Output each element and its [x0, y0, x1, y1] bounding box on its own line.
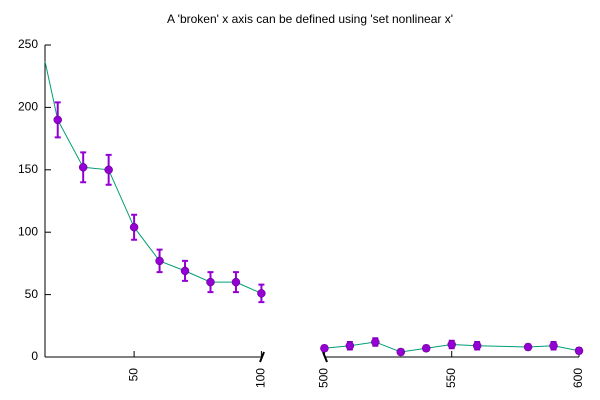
- point: [53, 115, 62, 125]
- y-tick-label: 0: [31, 349, 38, 363]
- point: [371, 337, 380, 347]
- point: [472, 341, 482, 351]
- axis-break-mark: [322, 351, 328, 363]
- line: [324, 341, 580, 353]
- x-tick-label: 100: [254, 368, 268, 388]
- point: [180, 266, 190, 276]
- y-tick-label: 250: [18, 37, 38, 51]
- point: [345, 341, 355, 351]
- y-tick-label: 200: [18, 100, 38, 114]
- point: [206, 277, 215, 287]
- point: [549, 341, 558, 351]
- x-tick-label: 600: [571, 368, 585, 388]
- point: [523, 342, 533, 352]
- point: [257, 289, 266, 298]
- point: [320, 344, 329, 353]
- x-tick-label: 500: [317, 368, 331, 388]
- point: [447, 340, 456, 349]
- line: [44, 61, 262, 294]
- point: [421, 344, 431, 353]
- point: [78, 163, 88, 172]
- point: [104, 165, 113, 175]
- point: [129, 222, 139, 232]
- point: [396, 347, 406, 357]
- point: [574, 346, 584, 356]
- chart-title: A 'broken' x axis can be defined using '…: [167, 12, 453, 26]
- point: [231, 277, 241, 287]
- y-tick-label: 50: [25, 287, 39, 301]
- x-tick-label: 50: [126, 368, 140, 382]
- point: [155, 256, 164, 266]
- axis-break-mark: [259, 351, 265, 363]
- y-tick-label: 100: [18, 224, 38, 238]
- y-tick-label: 150: [18, 162, 38, 176]
- x-tick-label: 550: [444, 368, 458, 388]
